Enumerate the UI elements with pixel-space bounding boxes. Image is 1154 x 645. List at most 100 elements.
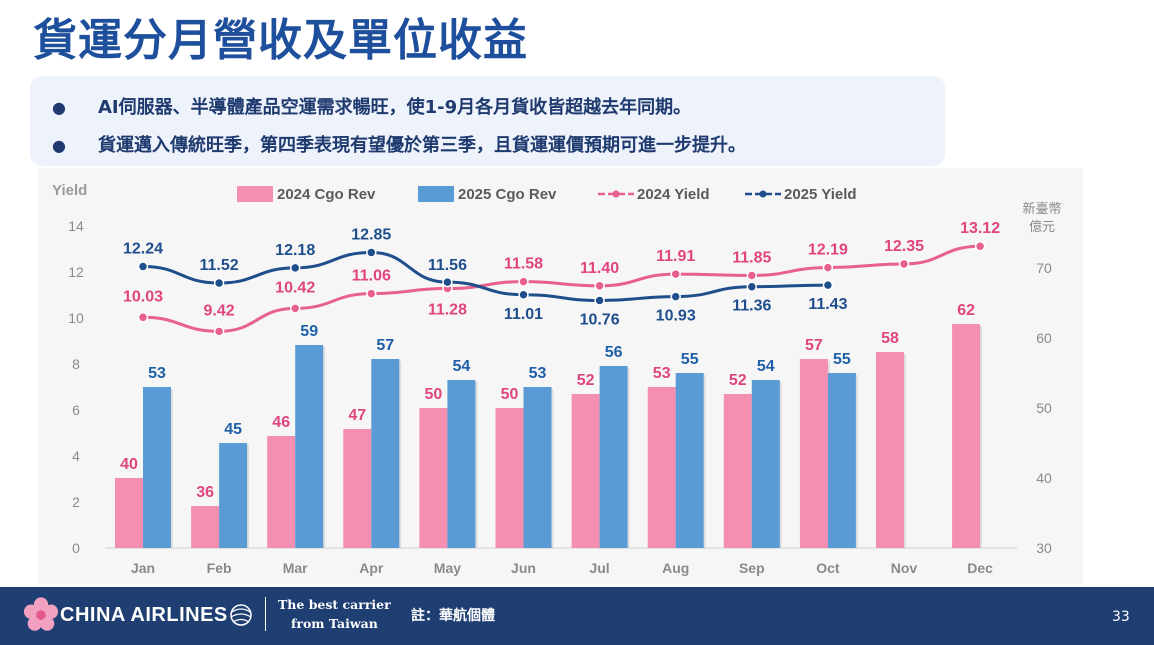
point-2025-yield-may xyxy=(442,276,453,288)
bar-label-2024-oct: 57 xyxy=(805,337,823,354)
bar-2025-jun xyxy=(523,387,552,548)
point-2025-yield-apr xyxy=(366,247,377,258)
x-axis-tick-dec: Dec xyxy=(967,560,993,576)
line-label-2024-yield-mar: 10.42 xyxy=(275,279,315,296)
x-axis-tick-jun: Jun xyxy=(511,560,536,576)
line-label-2024-yield-jan: 10.03 xyxy=(123,288,163,305)
footer-bar xyxy=(0,587,1154,645)
line-label-2025-yield-jan: 12.24 xyxy=(123,240,163,257)
right-axis-tick: 60 xyxy=(1036,330,1052,346)
footnote: 註：華航個體 xyxy=(411,608,495,624)
x-axis-tick-feb: Feb xyxy=(207,560,232,576)
right-axis-tick: 50 xyxy=(1036,400,1052,416)
line-label-2024-yield-may: 11.28 xyxy=(428,302,467,319)
x-axis-tick-aug: Aug xyxy=(662,560,689,576)
legend-swatch-2025-cgo-rev xyxy=(418,186,454,202)
bar-label-2024-sep: 52 xyxy=(729,372,747,389)
bar-2025-apr xyxy=(371,359,400,548)
tagline-line1: The best carrier xyxy=(278,597,391,612)
point-2025-yield-oct xyxy=(822,279,834,291)
point-2025-yield-feb xyxy=(213,277,225,289)
bar-2024-may xyxy=(419,408,448,548)
line-label-2025-yield-may: 11.56 xyxy=(428,257,467,274)
bar-2025-sep xyxy=(751,380,780,548)
bar-2024-jul xyxy=(571,394,600,548)
point-2024-yield-dec xyxy=(974,240,986,252)
bar-label-2024-jun: 50 xyxy=(501,386,519,403)
legend-label-2024-yield: 2024 Yield xyxy=(637,186,710,203)
bar-label-2024-nov: 58 xyxy=(881,330,899,347)
bar-label-2025-sep: 54 xyxy=(757,358,775,375)
x-axis-tick-apr: Apr xyxy=(359,560,384,576)
slide-title: 貨運分月營收及單位收益 xyxy=(33,15,528,66)
bar-2024-apr xyxy=(343,429,372,548)
globe-mark-icon xyxy=(230,604,252,626)
bar-2025-jul xyxy=(599,366,628,548)
line-2025-yield xyxy=(142,250,828,303)
bar-label-2024-feb: 36 xyxy=(196,484,214,501)
bar-label-2024-may: 50 xyxy=(425,386,443,403)
line-label-2025-yield-apr: 12.85 xyxy=(351,226,391,243)
right-axis-tick: 70 xyxy=(1036,260,1052,276)
point-2024-yield-nov xyxy=(898,258,910,270)
right-axis-tick: 30 xyxy=(1036,540,1052,556)
line-label-2024-yield-dec: 13.12 xyxy=(960,220,1000,237)
line-label-2024-yield-feb: 9.42 xyxy=(204,302,235,319)
left-axis-tick: 12 xyxy=(68,264,84,280)
legend-label-2025-cgo-rev: 2025 Cgo Rev xyxy=(458,186,557,203)
footer-divider xyxy=(265,597,266,631)
bar-2025-feb xyxy=(219,443,248,548)
line-label-2024-yield-oct: 12.19 xyxy=(808,242,848,259)
line-label-2025-yield-mar: 12.18 xyxy=(275,242,315,259)
right-axis-tick: 40 xyxy=(1036,470,1052,486)
right-axis-title-line1: 新臺幣 xyxy=(1022,201,1061,217)
line-label-2024-yield-sep: 11.85 xyxy=(732,249,771,266)
bar-2024-sep xyxy=(723,394,752,548)
bullet-text-2: 貨運邁入傳統旺季，第四季表現有望優於第三季，且貨運運價預期可進一步提升。 xyxy=(98,135,746,156)
left-axis-title: Yield xyxy=(52,182,87,199)
line-label-2024-yield-jun: 11.58 xyxy=(504,256,543,273)
point-2024-yield-jan xyxy=(137,312,149,323)
bar-label-2025-may: 54 xyxy=(453,358,471,375)
bar-2024-aug xyxy=(647,387,676,548)
point-2025-yield-aug xyxy=(670,291,681,302)
point-2024-yield-sep xyxy=(746,270,758,281)
line-label-2024-yield-aug: 11.91 xyxy=(656,248,695,265)
bar-label-2024-mar: 46 xyxy=(272,414,290,431)
x-axis-tick-sep: Sep xyxy=(739,560,765,576)
bar-2025-aug xyxy=(675,373,704,548)
bar-label-2024-aug: 53 xyxy=(653,365,671,382)
left-axis-tick: 10 xyxy=(68,310,84,326)
bar-label-2025-feb: 45 xyxy=(224,421,242,438)
bar-label-2024-jul: 52 xyxy=(577,372,595,389)
line-label-2025-yield-jul: 10.76 xyxy=(580,312,620,329)
line-label-2025-yield-jun: 11.01 xyxy=(504,306,543,323)
point-2024-yield-apr xyxy=(366,288,377,299)
bar-2024-jun xyxy=(495,408,524,548)
plum-blossom-logo-icon xyxy=(23,597,59,631)
point-2025-yield-mar xyxy=(289,262,301,274)
point-2024-yield-oct xyxy=(822,262,834,273)
line-label-2024-yield-nov: 12.35 xyxy=(884,238,924,255)
legend-marker-2024-yield xyxy=(612,190,620,198)
point-2024-yield-mar xyxy=(289,303,301,314)
point-2025-yield-jul xyxy=(594,295,605,306)
x-axis-tick-may: May xyxy=(434,560,461,576)
legend-label-2024-cgo-rev: 2024 Cgo Rev xyxy=(277,186,376,203)
bar-2024-mar xyxy=(267,436,296,548)
bar-2025-may xyxy=(447,380,476,548)
x-axis-tick-mar: Mar xyxy=(283,560,308,576)
bar-label-2025-aug: 55 xyxy=(681,351,699,368)
summary-panel: ● AI伺服器、半導體產品空運需求暢旺，使1-9月各月貨收皆超越去年同期。 ● 貨運… xyxy=(30,76,945,166)
bar-2024-dec xyxy=(952,324,981,548)
bar-2025-jan xyxy=(143,387,171,548)
bullet-dot-icon: ● xyxy=(52,136,66,155)
x-axis-tick-jul: Jul xyxy=(589,560,609,576)
point-2024-yield-feb xyxy=(213,326,225,337)
bullet-item-2: ● 貨運邁入傳統旺季，第四季表現有望優於第三季，且貨運運價預期可進一步提升。 xyxy=(52,131,746,157)
brand-name: CHINA AIRLINES xyxy=(60,604,228,626)
x-axis-tick-oct: Oct xyxy=(816,560,840,576)
bar-label-2025-jul: 56 xyxy=(605,344,623,361)
legend-swatch-2024-cgo-rev xyxy=(237,186,273,202)
